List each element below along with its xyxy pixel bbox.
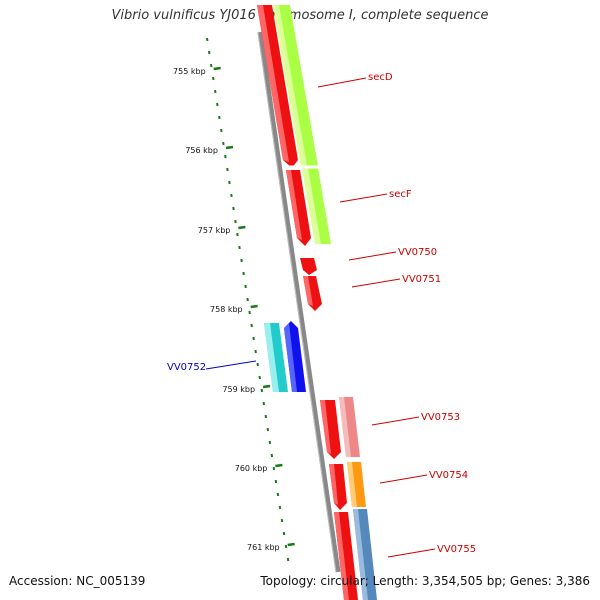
map-title: Vibrio vulnificus YJ016 chromosome I, co… [111,8,489,23]
topology-text: Topology: circular; Length: 3,354,505 bp… [260,574,590,588]
ruler-tick-label: 760 kbp [235,464,268,473]
gene-arrow-red-2-shade [286,170,302,240]
ruler-ticks [213,66,295,547]
ruler-tick [275,463,283,468]
gene-label-VV0753[interactable]: VV0753 [421,412,460,423]
ruler-tick [250,304,258,309]
gene-arrow-blue-VV0752-shade [284,323,297,392]
gene-label-secF[interactable]: secF [389,189,412,200]
ruler-tick-label: 757 kbp [198,226,231,235]
gene-features [257,5,377,600]
ruler-tick [287,542,295,547]
gene-label-VV0752[interactable]: VV0752 [167,362,206,373]
gene-arrow-VV0755-shade [334,512,349,600]
gene-bar-orange-VV0754-shade [347,462,357,507]
gene-label-VV0750[interactable]: VV0750 [398,247,437,258]
leader-line-secF [339,193,388,203]
ruler-tick-label: 756 kbp [185,146,218,155]
gene-arrow-VV0751-shade [303,276,313,306]
gene-label-VV0754[interactable]: VV0754 [429,470,468,481]
leader-line-VV0750 [348,251,397,261]
gene-bar-lime-secF-shade [302,168,321,244]
chromosome-backbone [257,31,341,573]
ruler-tick-label: 759 kbp [222,385,255,394]
ruler-tick-label: 761 kbp [247,543,280,552]
gene-arrow-VV0754-shade [329,464,338,505]
accession-text: Accession: NC_005139 [9,574,146,588]
chromosome-backbone-highlight [257,31,337,573]
gene-label-VV0751[interactable]: VV0751 [402,274,441,285]
leader-line-VV0753 [371,416,420,426]
gene-bar-pink-VV0753-shade [339,397,351,457]
gene-arrow-VV0750[interactable] [300,258,317,275]
gene-bar-steelblue-VV0755-shade [353,509,368,600]
gene-bar-cyan-VV0752-shade [264,323,279,392]
ruler-tick [238,225,246,230]
gene-label-VV0755[interactable]: VV0755 [437,544,476,555]
gene-arrow-VV0753-shade [320,400,331,454]
gene-arrow-red-1-shade [257,5,289,162]
ruler-tick [213,66,221,71]
ruler-tick [225,145,234,150]
ruler-labels: 755 kbp 756 kbp 757 kbp 758 kbp 759 kbp 760 k… [173,67,280,552]
ruler-tick-label: 758 kbp [210,305,243,314]
leader-line-VV0751 [351,278,401,288]
ruler-dots [206,37,290,562]
leader-line-VV0754 [379,474,428,484]
gene-labels: secD secF VV0750 VV0751 VV0752 VV0753 VV… [167,72,476,558]
leader-line-secD [317,77,367,88]
ruler-tick [262,384,271,389]
leader-line-VV0752 [205,360,257,370]
gene-bar-lime-secD-shade [273,5,307,166]
gene-label-secD[interactable]: secD [368,72,393,83]
leader-line-VV0755 [387,548,436,558]
ruler-tick-label: 755 kbp [173,67,206,76]
